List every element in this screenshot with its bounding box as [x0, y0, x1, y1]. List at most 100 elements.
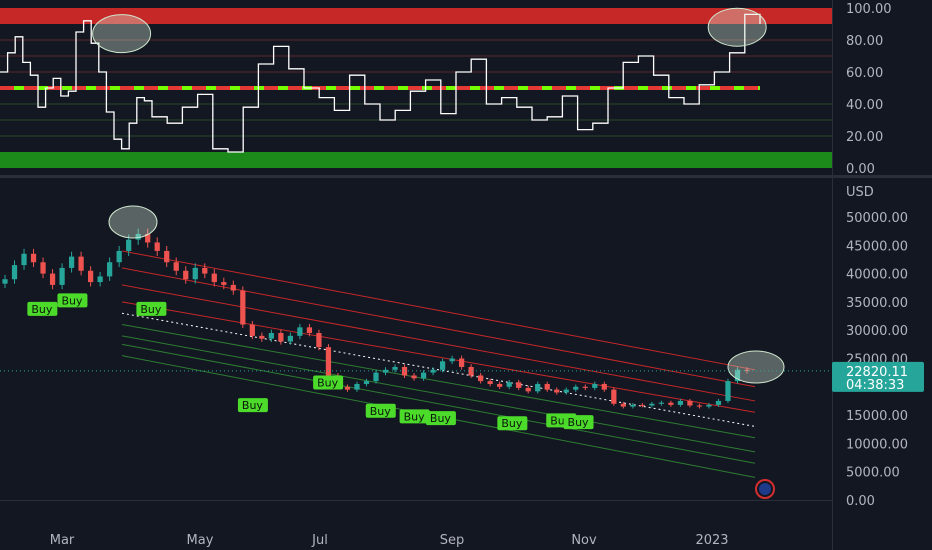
candle-body	[696, 405, 703, 407]
candle-body	[145, 233, 151, 243]
candle-body	[516, 382, 522, 388]
candle-body	[230, 284, 236, 291]
candle-body	[430, 369, 436, 373]
buy-signal-label: Buy	[31, 303, 53, 316]
candle-body	[487, 381, 493, 384]
candle-body	[535, 383, 541, 392]
channel-line	[121, 284, 756, 402]
candle-body	[639, 404, 645, 406]
candle-body	[59, 267, 65, 285]
price-tick-label: 35000.00	[846, 296, 908, 311]
candle-body	[126, 239, 132, 251]
candle-body	[135, 233, 141, 240]
candle-body	[563, 389, 569, 393]
channel-line	[121, 324, 756, 439]
candle-body	[363, 381, 370, 384]
axes: USD 50000.00 45000.00 40000.00 35000.00 30000…	[50, 185, 924, 548]
candle-body	[449, 358, 455, 362]
candle-body	[373, 372, 379, 382]
buy-signal-badge	[136, 301, 167, 316]
last-price-tag	[832, 361, 924, 392]
candle-body	[506, 382, 512, 387]
channel-line	[121, 250, 756, 371]
price-tick-label: 30000.00	[846, 324, 908, 339]
logo-icon	[755, 479, 775, 499]
candle-body	[601, 383, 607, 390]
candle-body	[687, 400, 693, 406]
candle-body	[582, 386, 588, 388]
flag-icon	[759, 483, 771, 495]
price-tick-label: 40000.00	[846, 268, 908, 283]
candle-body	[278, 333, 284, 342]
candle-body	[715, 400, 722, 405]
candle-body	[525, 387, 531, 392]
time-axis-label: Nov	[571, 533, 597, 548]
candle-body	[173, 262, 179, 271]
candle-body	[192, 267, 198, 280]
candle-body	[268, 333, 274, 339]
buy-signal-badge	[57, 293, 88, 308]
candle-body	[392, 366, 398, 370]
candle-body	[458, 358, 465, 367]
candle-body	[592, 383, 598, 388]
candle-body	[87, 270, 94, 283]
candle-body	[420, 372, 427, 379]
time-axis-label: 2023	[695, 533, 728, 548]
candle-body	[354, 383, 360, 390]
peak-highlight-circle	[92, 14, 152, 54]
oscillator-tick-label: 80.00	[846, 34, 883, 49]
price-tick-label: 5000.00	[846, 466, 900, 481]
candle-body	[630, 404, 636, 407]
candle-body	[658, 402, 665, 404]
buy-signal-label: Buy	[430, 412, 452, 425]
buy-signal-label: Buy	[140, 303, 162, 316]
candle-body	[649, 403, 655, 406]
candle-body	[478, 375, 484, 382]
oscillator-tick-label: 60.00	[846, 66, 883, 81]
channel-line	[121, 343, 756, 464]
candle-body	[554, 389, 560, 393]
candle-body	[411, 375, 417, 379]
candle-body	[164, 250, 170, 263]
candle-body	[154, 242, 160, 251]
price-axis-unit: USD	[846, 185, 874, 200]
candle-body	[668, 402, 674, 405]
candle-body	[97, 276, 103, 283]
candle-body	[259, 335, 265, 339]
oscillator-line	[0, 13, 761, 153]
channel-line	[121, 267, 756, 388]
candle-body	[620, 403, 626, 407]
candle-body	[677, 400, 684, 405]
candle-body	[497, 383, 503, 387]
buy-signal-label: Buy	[404, 410, 426, 423]
candle-body	[249, 324, 255, 336]
candle-body	[439, 361, 446, 370]
time-axis-label: May	[187, 533, 214, 548]
buy-signal-badge	[497, 416, 528, 431]
candle-body	[221, 282, 227, 285]
candle-body	[116, 250, 122, 263]
candle-body	[725, 381, 731, 401]
candle-body	[297, 327, 303, 336]
candle-body	[202, 267, 208, 274]
oscillator-tick-label: 20.00	[846, 130, 883, 145]
candle-body	[744, 369, 750, 371]
candle-body	[734, 369, 741, 382]
candle-body	[68, 256, 75, 268]
candle-body	[468, 366, 474, 376]
candle-body	[287, 335, 294, 342]
buy-signal-label: Buy	[568, 416, 590, 429]
buy-signal-label: Buy	[501, 417, 523, 430]
channel-line	[121, 335, 756, 453]
price-tick-label: 0.00	[846, 494, 875, 509]
candle-body	[11, 265, 18, 280]
candle-body	[30, 253, 37, 263]
candle-body	[344, 386, 351, 390]
candle-body	[240, 290, 246, 325]
oscillator-tick-label: 100.00	[846, 2, 892, 17]
candle-body	[573, 386, 579, 390]
buy-signal-badge	[563, 415, 594, 430]
candle-body	[211, 273, 217, 283]
